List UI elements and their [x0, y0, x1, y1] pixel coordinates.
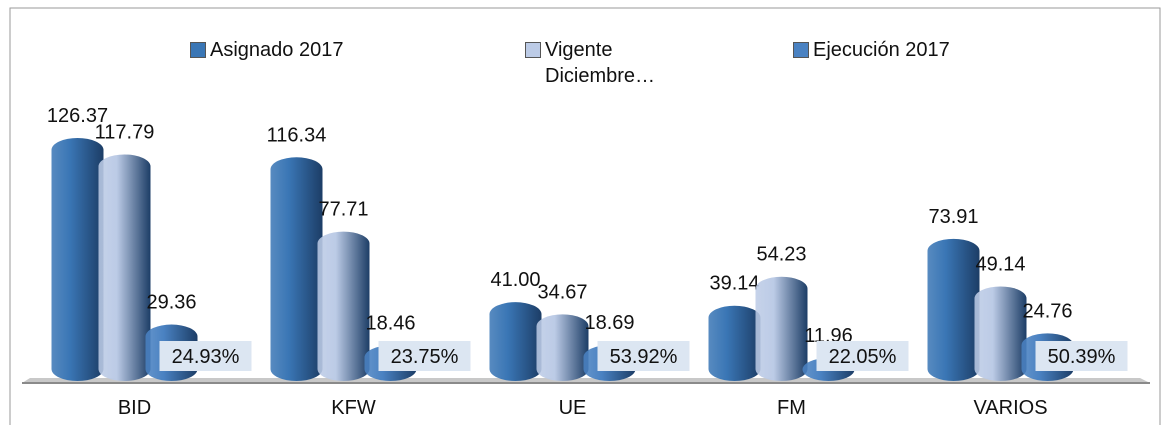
annotation: 50.39% [1048, 346, 1116, 368]
legend-swatch [190, 42, 206, 58]
data-label: 49.14 [975, 254, 1025, 276]
x-tick-label: KFW [331, 397, 376, 419]
bar [98, 154, 151, 381]
annotation: 53.92% [610, 346, 678, 368]
x-tick-label: VARIOS [973, 397, 1047, 419]
legend-item: Asignado 2017 [190, 37, 343, 63]
x-tick-label: UE [559, 397, 587, 419]
data-label: 77.71 [318, 199, 368, 221]
bar [974, 286, 1027, 381]
annotation-box [378, 341, 471, 371]
data-label: 73.91 [928, 206, 978, 228]
data-label: 34.67 [537, 281, 587, 303]
bar [51, 138, 104, 381]
annotation-box [1035, 341, 1128, 371]
bar [536, 314, 589, 381]
x-tick-label: FM [777, 397, 806, 419]
data-label: 18.69 [584, 312, 634, 334]
data-label: 116.34 [267, 124, 327, 146]
annotation: 23.75% [391, 346, 459, 368]
data-label: 41.00 [490, 269, 540, 291]
annotation-box [159, 341, 252, 371]
bar [489, 302, 542, 381]
legend-item: Ejecución 2017 [793, 37, 950, 63]
annotation: 24.93% [172, 346, 240, 368]
annotation-box [816, 341, 909, 371]
legend-swatch [793, 42, 809, 58]
legend-label: Vigente Diciembre… [545, 39, 656, 87]
bar [708, 305, 761, 381]
legend-label: Ejecución 2017 [813, 39, 950, 61]
bar [755, 276, 808, 381]
x-tick-label: BID [118, 397, 151, 419]
annotation: 22.05% [829, 346, 897, 368]
data-label: 39.14 [709, 273, 759, 295]
legend-label: Asignado 2017 [210, 39, 344, 61]
data-label: 117.79 [95, 121, 155, 143]
legend-item: Vigente Diciembre… [525, 37, 695, 89]
data-label: 29.36 [146, 292, 196, 314]
chart-frame [9, 7, 1161, 425]
data-label: 18.46 [365, 313, 415, 335]
annotation-box [597, 341, 690, 371]
data-label: 24.76 [1022, 300, 1072, 322]
data-label: 126.37 [47, 105, 108, 127]
legend-swatch [525, 42, 541, 58]
bar [317, 231, 370, 381]
bar [927, 238, 980, 381]
bar [270, 157, 323, 381]
data-label: 54.23 [756, 244, 806, 266]
